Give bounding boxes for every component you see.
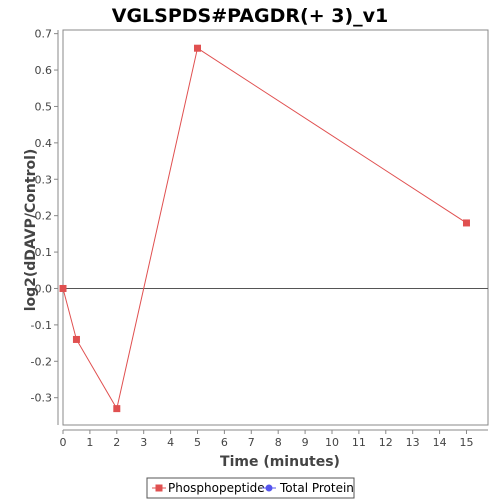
legend-box	[146, 477, 355, 499]
x-tick-label: 13	[406, 436, 420, 449]
x-tick-label: 3	[140, 436, 147, 449]
y-tick-label: 0.6	[35, 64, 53, 77]
legend-label: Phosphopeptide	[168, 481, 265, 495]
data-point	[462, 219, 470, 227]
x-tick-label: 14	[433, 436, 447, 449]
x-axis: 0 1 2 3 4 5 6 7 8 9 10 11 12 13 14 15	[60, 429, 488, 449]
plot-frame	[62, 29, 489, 426]
y-tick-label: 0.2	[35, 210, 53, 223]
data-point	[72, 335, 80, 343]
x-axis-label: Time (minutes)	[220, 454, 340, 470]
x-tick-label: 2	[113, 436, 120, 449]
series-group	[59, 44, 470, 413]
y-tick-label: 0.7	[35, 28, 53, 41]
x-tick-label: 11	[352, 436, 366, 449]
x-tick-label: 15	[459, 436, 473, 449]
x-tick-label: 10	[325, 436, 339, 449]
plot-area	[62, 29, 489, 426]
x-tick-label: 7	[248, 436, 255, 449]
x-tick-label: 5	[194, 436, 201, 449]
legend-marker	[265, 484, 273, 492]
legend-label: Total Protein	[279, 481, 354, 495]
chart-title: VGLSPDS#PAGDR(+ 3)_v1	[112, 5, 389, 27]
y-tick-label: -0.1	[31, 319, 52, 332]
y-tick-label: -0.2	[31, 355, 52, 368]
x-tick-label: 8	[275, 436, 282, 449]
y-tick-label: 0.5	[35, 100, 53, 113]
x-tick-label: 12	[379, 436, 393, 449]
x-tick-label: 1	[86, 436, 93, 449]
data-point	[113, 405, 121, 413]
x-tick-label: 0	[60, 436, 67, 449]
data-point	[193, 44, 201, 52]
y-tick-label: -0.3	[31, 392, 52, 405]
y-tick-label: 0.1	[35, 246, 53, 259]
legend: Phosphopeptide Total Protein	[146, 477, 355, 499]
y-tick-label: 0.0	[35, 282, 53, 295]
legend-marker	[155, 484, 163, 492]
y-axis: -0.3 -0.2 -0.1 0.0 0.1 0.2 0.3 0.4 0.5 0.6 0.7	[31, 28, 59, 425]
legend-items: Phosphopeptide Total Protein	[152, 481, 354, 495]
y-tick-label: 0.4	[35, 137, 53, 150]
x-tick-label: 4	[167, 436, 174, 449]
y-axis-label: log2(dDAVP/Control)	[23, 149, 39, 312]
x-tick-label: 9	[302, 436, 309, 449]
data-point	[59, 284, 67, 292]
x-tick-label: 6	[221, 436, 228, 449]
y-tick-label: 0.3	[35, 173, 53, 186]
